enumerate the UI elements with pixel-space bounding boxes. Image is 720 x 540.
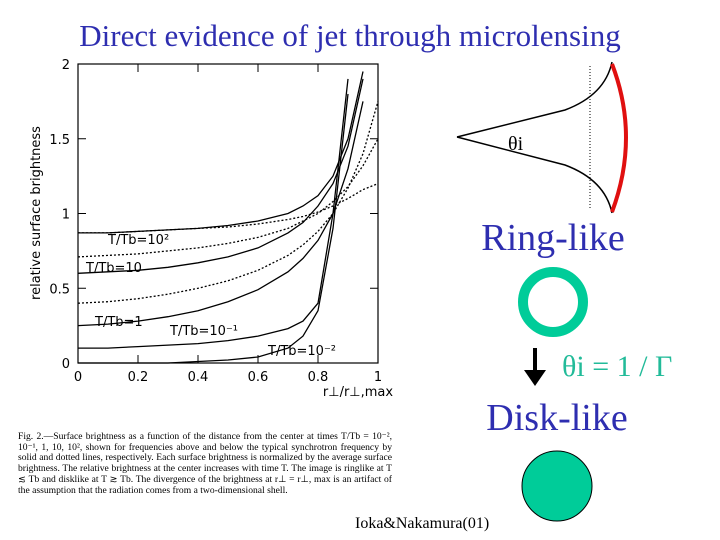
angle-label: θi [508, 133, 524, 155]
emitting-shell [610, 63, 628, 213]
ring-label: Ring-like [481, 217, 625, 259]
y-axis-label: relative surface brightness [29, 126, 44, 300]
figure-caption: Fig. 2.—Surface brightness as a function… [18, 431, 392, 496]
x-axis-label: r⊥/r⊥,max [323, 385, 393, 400]
y-tick-label: 2 [62, 58, 70, 73]
plot: r⊥/r⊥,max relative surface brightness 00… [29, 58, 393, 400]
curve-annotation: T/Tb=10² [107, 233, 169, 248]
x-tick-label: 0.6 [248, 370, 269, 385]
slide-title: Direct evidence of jet through microlens… [79, 18, 620, 53]
condition: θi = 1 / Γ [562, 350, 672, 383]
curve [78, 78, 349, 349]
y-tick-label: 0.5 [49, 282, 70, 297]
curve-annotation: T/Tb=1 [94, 315, 143, 330]
x-tick-label: 0.8 [308, 370, 329, 385]
credit: Ioka&Nakamura(01) [355, 515, 489, 532]
y-tick-label: 1.5 [49, 133, 70, 148]
arrow-head [524, 370, 546, 386]
disk-label: Disk-like [486, 397, 627, 439]
curve [77, 138, 379, 258]
x-tick-label: 0 [74, 370, 82, 385]
cone-upper [456, 61, 613, 138]
curve [77, 101, 379, 304]
y-tick-label: 1 [62, 208, 70, 223]
curve [78, 182, 379, 234]
x-tick-label: 0.2 [128, 370, 149, 385]
curve-annotation: T/Tb=10 [85, 261, 142, 276]
curve-annotation: T/Tb=10⁻¹ [169, 324, 238, 339]
curve [78, 93, 349, 364]
curve [78, 71, 364, 234]
y-tick-label: 0 [62, 357, 70, 372]
cone-lower [456, 136, 613, 214]
x-tick-label: 1 [374, 370, 382, 385]
disk [521, 450, 593, 522]
curve [77, 78, 364, 274]
x-tick-label: 0.4 [188, 370, 209, 385]
curve-annotation: T/Tb=10⁻² [267, 344, 336, 359]
ring [518, 267, 588, 337]
